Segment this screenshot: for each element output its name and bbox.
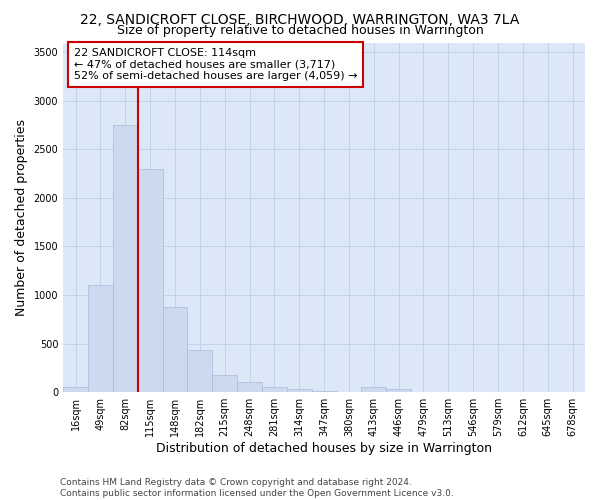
Text: Size of property relative to detached houses in Warrington: Size of property relative to detached ho… xyxy=(116,24,484,37)
Bar xyxy=(88,286,113,392)
Bar xyxy=(311,391,337,392)
Bar xyxy=(163,306,187,392)
Text: 22 SANDICROFT CLOSE: 114sqm
← 47% of detached houses are smaller (3,717)
52% of : 22 SANDICROFT CLOSE: 114sqm ← 47% of det… xyxy=(74,48,357,81)
Bar xyxy=(386,390,411,392)
Bar xyxy=(287,390,311,392)
Text: 22, SANDICROFT CLOSE, BIRCHWOOD, WARRINGTON, WA3 7LA: 22, SANDICROFT CLOSE, BIRCHWOOD, WARRING… xyxy=(80,12,520,26)
Bar xyxy=(113,125,138,392)
Bar xyxy=(361,387,386,392)
Bar xyxy=(262,387,287,392)
Bar xyxy=(187,350,212,392)
Bar xyxy=(237,382,262,392)
Y-axis label: Number of detached properties: Number of detached properties xyxy=(15,119,28,316)
Bar xyxy=(138,169,163,392)
X-axis label: Distribution of detached houses by size in Warrington: Distribution of detached houses by size … xyxy=(156,442,492,455)
Text: Contains HM Land Registry data © Crown copyright and database right 2024.
Contai: Contains HM Land Registry data © Crown c… xyxy=(60,478,454,498)
Bar xyxy=(63,388,88,392)
Bar xyxy=(212,375,237,392)
